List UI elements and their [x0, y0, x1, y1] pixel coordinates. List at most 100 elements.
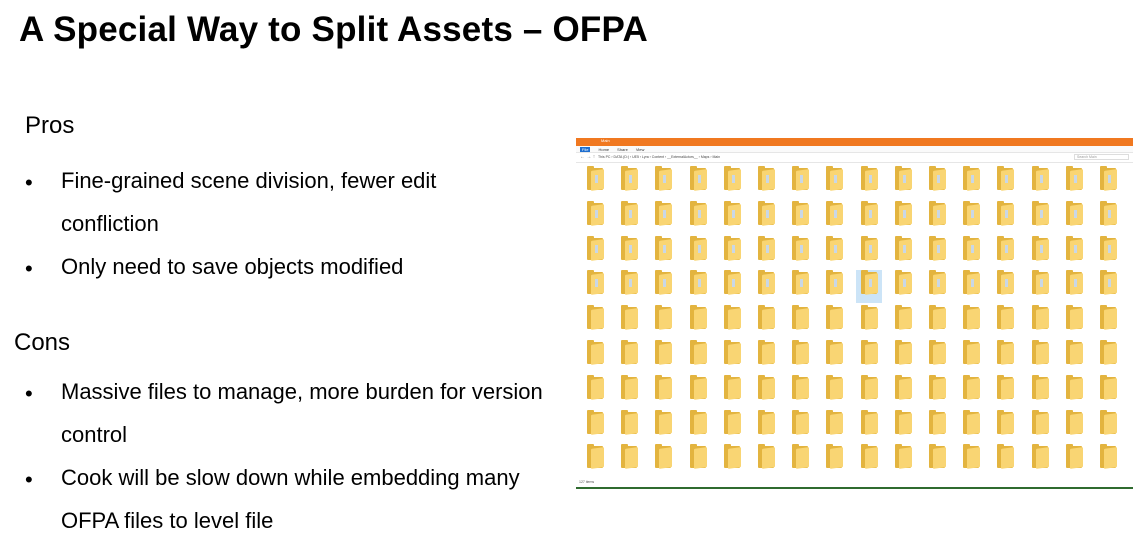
folder-icon[interactable]: [787, 444, 813, 477]
folder-icon[interactable]: [890, 166, 916, 199]
folder-icon[interactable]: [650, 374, 676, 408]
folder-icon[interactable]: [958, 409, 984, 443]
folder-icon[interactable]: [856, 305, 882, 338]
folder-icon[interactable]: [616, 340, 642, 373]
folder-icon[interactable]: [719, 200, 745, 234]
address-path[interactable]: This PC › DATA (D:) › UE5 › Lyra › Conte…: [598, 155, 721, 159]
folder-icon[interactable]: [685, 200, 711, 234]
ribbon-tab-home[interactable]: Home: [598, 146, 610, 152]
folder-icon[interactable]: [992, 235, 1018, 269]
folder-icon[interactable]: [1027, 444, 1053, 477]
folder-icon[interactable]: [753, 444, 779, 477]
folder-icon[interactable]: [719, 270, 745, 303]
folder-icon[interactable]: [753, 374, 779, 408]
folder-icon[interactable]: [616, 200, 642, 234]
folder-icon[interactable]: [1027, 270, 1053, 303]
folder-icon[interactable]: [616, 235, 642, 269]
folder-icon[interactable]: [924, 166, 950, 199]
folder-icon[interactable]: [616, 374, 642, 408]
folder-icon[interactable]: [992, 305, 1018, 338]
folder-icon[interactable]: [821, 374, 847, 408]
folder-icon[interactable]: [1061, 409, 1087, 443]
folder-icon[interactable]: [685, 305, 711, 338]
folder-icon[interactable]: [855, 270, 882, 304]
folder-icon[interactable]: [753, 200, 779, 234]
folder-icon[interactable]: [1061, 305, 1087, 338]
nav-arrows-icon[interactable]: ← → ↑: [580, 154, 596, 160]
folder-icon[interactable]: [1027, 200, 1053, 234]
folder-icon[interactable]: [753, 409, 779, 443]
folder-icon[interactable]: [821, 200, 847, 234]
folder-icon[interactable]: [616, 305, 642, 338]
folder-icon[interactable]: [958, 374, 984, 408]
folder-icon[interactable]: [890, 270, 916, 303]
folder-icon[interactable]: [650, 200, 676, 234]
folder-icon[interactable]: [856, 235, 882, 269]
folder-icon[interactable]: [821, 235, 847, 269]
ribbon-tab-share[interactable]: Share: [617, 146, 628, 152]
folder-icon[interactable]: [753, 235, 779, 269]
folder-icon[interactable]: [890, 200, 916, 234]
folder-icon[interactable]: [856, 409, 882, 443]
ribbon-tab-view[interactable]: View: [635, 146, 645, 152]
folder-icon[interactable]: [992, 270, 1018, 303]
folder-icon[interactable]: [582, 340, 608, 373]
folder-icon[interactable]: [856, 200, 882, 234]
folder-icon[interactable]: [582, 374, 608, 408]
folder-icon[interactable]: [958, 340, 984, 373]
folder-icon[interactable]: [958, 305, 984, 338]
folder-icon[interactable]: [890, 374, 916, 408]
folder-icon[interactable]: [719, 340, 745, 373]
folder-icon[interactable]: [924, 374, 950, 408]
folder-icon[interactable]: [650, 444, 676, 477]
folder-icon[interactable]: [1095, 305, 1121, 338]
folder-icon[interactable]: [685, 374, 711, 408]
folder-icon[interactable]: [992, 374, 1018, 408]
folder-icon[interactable]: [958, 166, 984, 199]
folder-icon[interactable]: [753, 166, 779, 199]
folder-icon[interactable]: [616, 166, 642, 199]
folder-icon[interactable]: [582, 305, 608, 338]
folder-icon[interactable]: [1095, 200, 1121, 234]
folder-icon[interactable]: [924, 270, 950, 303]
folder-icon[interactable]: [685, 409, 711, 443]
folder-icon[interactable]: [582, 235, 608, 269]
folder-icon[interactable]: [1027, 374, 1053, 408]
folder-icon[interactable]: [992, 200, 1018, 234]
folder-icon[interactable]: [1061, 340, 1087, 373]
folder-icon[interactable]: [787, 305, 813, 338]
folder-icon[interactable]: [582, 444, 608, 477]
folder-icon[interactable]: [856, 444, 882, 477]
folder-icon[interactable]: [821, 444, 847, 477]
folder-icon[interactable]: [616, 409, 642, 443]
folder-icon[interactable]: [753, 270, 779, 303]
folder-icon[interactable]: [719, 444, 745, 477]
folder-icon[interactable]: [1095, 166, 1121, 199]
folder-icon[interactable]: [787, 200, 813, 234]
folder-icon[interactable]: [1095, 409, 1121, 443]
folder-icon[interactable]: [890, 235, 916, 269]
folder-icon[interactable]: [992, 340, 1018, 373]
folder-icon[interactable]: [924, 409, 950, 443]
folder-icon[interactable]: [1061, 444, 1087, 477]
folder-icon[interactable]: [582, 166, 608, 199]
folder-icon[interactable]: [650, 166, 676, 199]
ribbon-tab-file[interactable]: File: [580, 146, 591, 152]
folder-icon[interactable]: [992, 409, 1018, 443]
folder-icon[interactable]: [719, 235, 745, 269]
folder-icon[interactable]: [650, 340, 676, 373]
folder-icon[interactable]: [1027, 166, 1053, 199]
folder-icon[interactable]: [924, 340, 950, 373]
folder-icon[interactable]: [582, 409, 608, 443]
folder-icon[interactable]: [1095, 340, 1121, 373]
folder-icon[interactable]: [753, 305, 779, 338]
folder-icon[interactable]: [650, 409, 676, 443]
folder-icon[interactable]: [650, 235, 676, 269]
folder-icon[interactable]: [650, 305, 676, 338]
folder-icon[interactable]: [787, 340, 813, 373]
folder-icon[interactable]: [787, 374, 813, 408]
folder-icon[interactable]: [1095, 270, 1121, 303]
folder-icon[interactable]: [719, 305, 745, 338]
folder-icon[interactable]: [856, 166, 882, 199]
folder-icon[interactable]: [719, 166, 745, 199]
